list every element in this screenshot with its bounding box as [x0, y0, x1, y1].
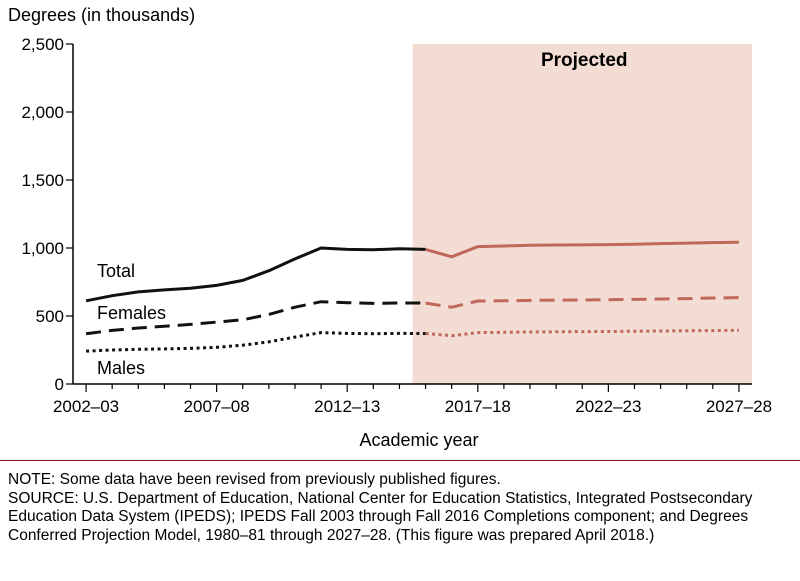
y-tick-label: 1,500 — [21, 171, 64, 190]
y-tick-label: 500 — [36, 307, 64, 326]
x-tick-label: 2007–08 — [184, 397, 250, 416]
x-tick-label: 2012–13 — [314, 397, 380, 416]
y-axis-label: Degrees (in thousands) — [8, 5, 195, 25]
females-series-label: Females — [97, 303, 166, 323]
projected-region — [412, 44, 752, 384]
y-tick-label: 2,000 — [21, 103, 64, 122]
total-series-label: Total — [97, 261, 135, 281]
x-tick-label: 2002–03 — [53, 397, 119, 416]
divider-rule — [0, 460, 800, 461]
y-tick-label: 1,000 — [21, 239, 64, 258]
total-historical-line — [85, 246, 426, 303]
males-series-label: Males — [97, 358, 145, 378]
x-axis-label: Academic year — [359, 430, 478, 450]
y-tick-label: 0 — [55, 375, 64, 394]
females-historical-line — [85, 300, 426, 336]
females-data-point — [215, 321, 218, 324]
projected-label: Projected — [541, 50, 628, 71]
x-tick-label: 2022–23 — [575, 397, 641, 416]
males-historical-line — [86, 331, 426, 353]
males-projected-line — [425, 328, 739, 338]
females-data-point — [241, 318, 244, 321]
line-chart: Projected Degrees (in thousands) Academi… — [8, 5, 772, 450]
source-text: SOURCE: U.S. Department of Education, Na… — [8, 489, 753, 544]
x-tick-label: 2017–18 — [445, 397, 511, 416]
total-projected-line — [425, 240, 739, 259]
notes-block: NOTE: Some data have been revised from p… — [8, 471, 792, 545]
x-tick-label: 2027–28 — [706, 397, 772, 416]
females-projected-line — [425, 296, 739, 309]
females-data-point — [398, 302, 401, 305]
note-text: NOTE: Some data have been revised from p… — [8, 471, 501, 488]
y-tick-label: 2,500 — [21, 35, 64, 54]
